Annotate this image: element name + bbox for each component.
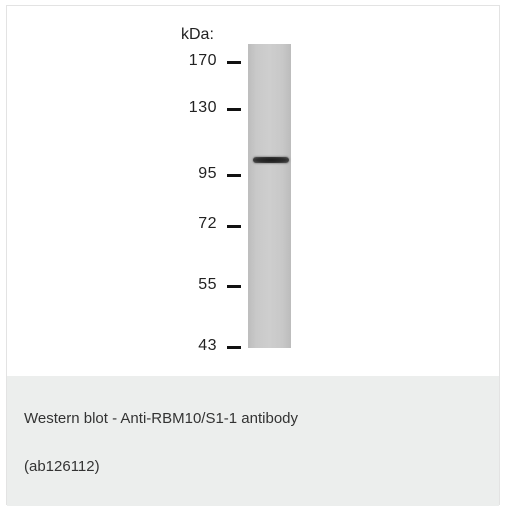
caption-product-code: (ab126112) <box>24 458 100 475</box>
marker-tick-55 <box>227 285 241 288</box>
western-blot-image: kDa: 170 130 95 72 55 43 <box>7 6 499 376</box>
marker-tick-43 <box>227 346 241 349</box>
caption-title: Western blot - Anti-RBM10/S1-1 antibody <box>24 410 299 427</box>
gel-lane <box>248 44 291 348</box>
figure-card: kDa: 170 130 95 72 55 43 Western blot - … <box>6 5 500 506</box>
marker-label-95: 95 <box>198 165 217 182</box>
marker-tick-72 <box>227 225 241 228</box>
marker-label-72: 72 <box>198 215 217 232</box>
marker-tick-170 <box>227 61 241 64</box>
marker-label-170: 170 <box>188 52 217 69</box>
figure-caption: Western blot - Anti-RBM10/S1-1 antibody … <box>7 376 499 506</box>
marker-label-55: 55 <box>198 276 217 293</box>
marker-label-130: 130 <box>188 99 217 116</box>
marker-label-43: 43 <box>198 337 217 354</box>
protein-band <box>253 157 289 163</box>
marker-tick-95 <box>227 174 241 177</box>
kda-label: kDa: <box>181 26 214 43</box>
marker-tick-130 <box>227 108 241 111</box>
